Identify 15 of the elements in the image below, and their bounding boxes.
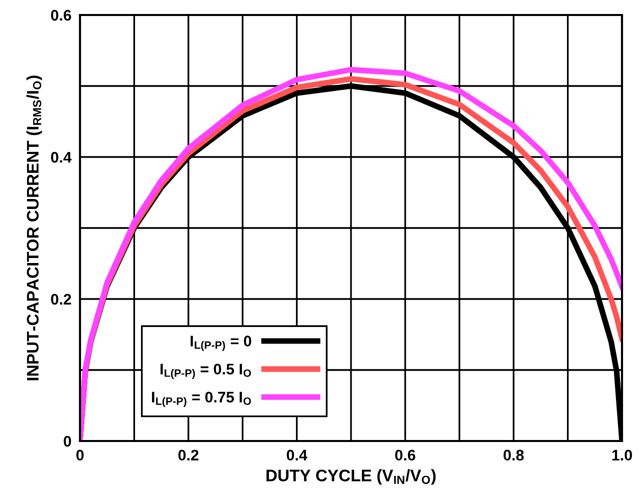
y-tick-label: 0.4	[51, 152, 72, 163]
x-tick-label: 0	[76, 450, 84, 461]
x-axis-title: DUTY CYCLE (V$_{IN}$/V$_{O}$)	[266, 469, 436, 485]
x-tick-label: 0.4	[286, 450, 308, 461]
y-axis-title: INPUT-CAPACITOR CURRENT (I$_{RMS}$/I$_{O}$)	[26, 76, 42, 380]
legend-label: I$_{L(P-P)}$ = 0.75 I$_{O}$	[152, 392, 251, 408]
x-tick-label: 0.2	[178, 450, 198, 461]
y-tick-label: 0	[64, 436, 72, 447]
x-tick-label: 1.0	[612, 450, 632, 461]
legend-label: I$_{L(P-P)}$ = 0	[190, 336, 252, 351]
y-tick-label: 0.2	[51, 294, 72, 305]
x-tick-label: 0.8	[504, 450, 524, 461]
y-tick-label: 0.6	[51, 10, 72, 21]
legend-label: I$_{L(P-P)}$ = 0.5 I$_{O}$	[160, 364, 251, 380]
x-tick-label: 0.6	[395, 450, 416, 461]
